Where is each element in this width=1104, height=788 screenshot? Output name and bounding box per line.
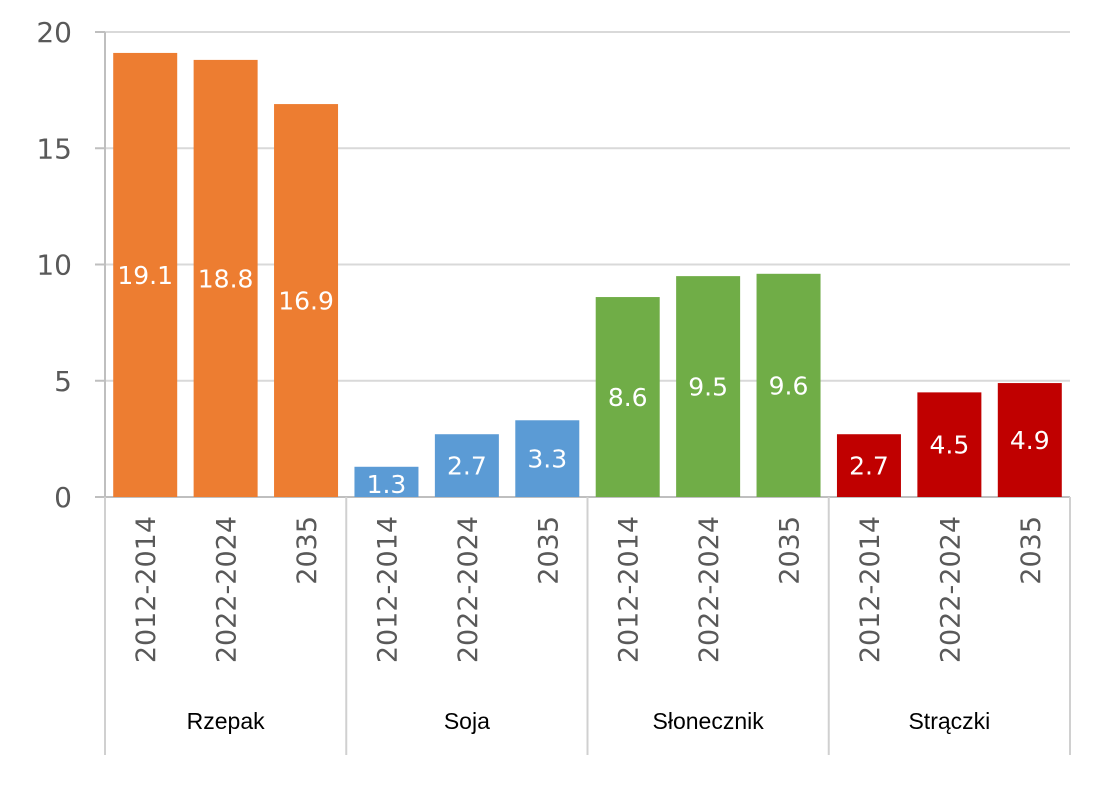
category-label: 2012-2014 — [855, 516, 886, 663]
data-label: 4.5 — [929, 431, 969, 460]
category-label: 2022-2024 — [453, 516, 484, 663]
group-label: Słonecznik — [653, 708, 765, 734]
category-label: 2022-2024 — [935, 516, 966, 663]
data-label: 4.9 — [1010, 426, 1050, 455]
group-label: Rzepak — [187, 708, 265, 734]
category-label: 2035 — [533, 516, 564, 585]
bar — [193, 59, 258, 498]
data-label: 2.7 — [447, 452, 487, 481]
category-label: 2022-2024 — [694, 516, 725, 663]
category-label: 2035 — [775, 516, 806, 585]
bar — [113, 52, 178, 498]
group-label: Strączki — [908, 708, 990, 734]
category-label: 2012-2014 — [372, 516, 403, 663]
data-label: 18.8 — [198, 264, 254, 293]
bar — [917, 392, 982, 497]
data-label: 1.3 — [367, 470, 407, 499]
bar — [595, 297, 660, 497]
y-tick-label: 20 — [36, 16, 72, 49]
bar — [274, 104, 339, 497]
category-label: 2012-2014 — [614, 516, 645, 663]
category-label: 2022-2024 — [212, 516, 243, 663]
data-label: 8.6 — [608, 383, 648, 412]
data-label: 3.3 — [527, 445, 567, 474]
bar — [676, 276, 741, 497]
group-label: Soja — [444, 708, 490, 734]
bar — [515, 420, 580, 497]
data-label: 19.1 — [117, 261, 173, 290]
y-tick-label: 0 — [54, 481, 72, 514]
data-label: 2.7 — [849, 452, 889, 481]
y-tick-label: 10 — [36, 249, 72, 282]
data-label: 9.6 — [769, 371, 809, 400]
bar — [354, 466, 419, 497]
category-label: 2035 — [1016, 516, 1047, 585]
category-label: 2035 — [292, 516, 323, 585]
y-tick-label: 5 — [54, 365, 72, 398]
bar — [756, 273, 821, 497]
y-tick-label: 15 — [36, 132, 72, 165]
bar — [434, 434, 499, 497]
data-label: 9.5 — [688, 373, 728, 402]
bar — [836, 434, 901, 497]
bar — [997, 383, 1062, 497]
category-label: 2012-2014 — [131, 516, 162, 663]
data-label: 16.9 — [278, 287, 334, 316]
